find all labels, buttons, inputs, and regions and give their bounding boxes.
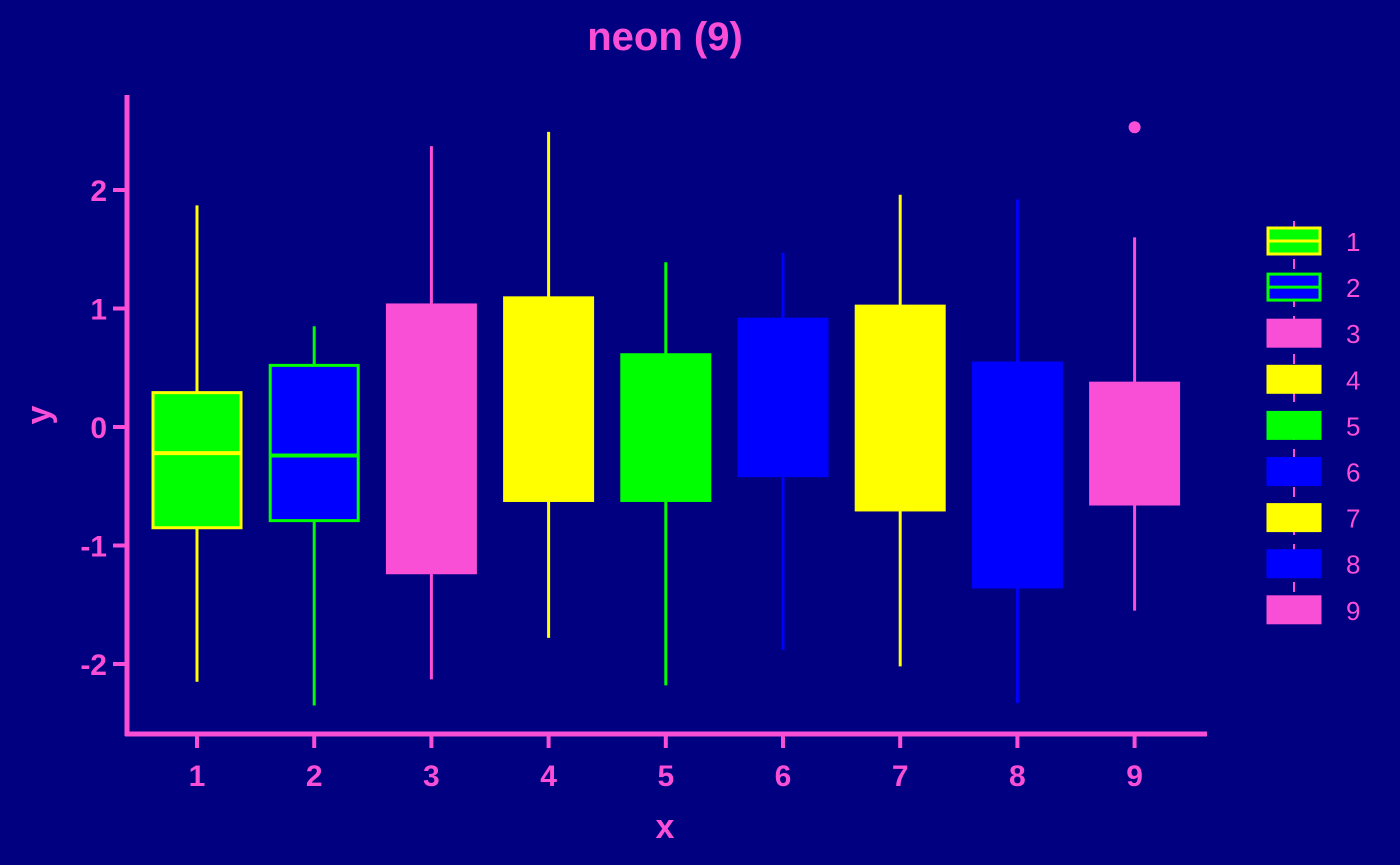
- chart-title: neon (9): [587, 15, 743, 59]
- legend-item-5: 5: [1266, 410, 1360, 441]
- y-axis-ticks: -2 -1 0 1 2: [80, 175, 127, 682]
- y-tick-label: 2: [90, 175, 107, 208]
- outlier-point: [1128, 121, 1141, 134]
- box-3: [385, 146, 477, 680]
- legend-key: [1266, 318, 1322, 348]
- box-body: [151, 391, 243, 530]
- legend-item-1: 1: [1266, 226, 1360, 257]
- x-tick-label: 1: [189, 760, 206, 793]
- x-tick-label: 8: [1009, 760, 1026, 793]
- box-body: [737, 317, 829, 478]
- x-tick-label: 9: [1126, 760, 1143, 793]
- box-body: [268, 363, 360, 523]
- x-tick-label: 6: [775, 760, 792, 793]
- legend-key: [1266, 457, 1322, 486]
- box-body: [854, 304, 946, 512]
- box-8: [971, 199, 1063, 704]
- box-body: [971, 361, 1063, 589]
- legend-item-8: 8: [1266, 549, 1360, 580]
- legend-label: 4: [1346, 365, 1360, 395]
- legend-item-2: 2: [1266, 272, 1360, 303]
- box-5: [620, 262, 712, 686]
- y-tick-label: 0: [90, 412, 107, 445]
- x-tick-label: 3: [423, 760, 440, 793]
- y-tick-label: 1: [90, 294, 107, 327]
- legend-key: [1266, 410, 1322, 440]
- legend-key: [1266, 364, 1322, 394]
- legend: 1 2 3 4 5 6 7 8 9: [1266, 221, 1360, 626]
- legend-item-9: 9: [1266, 595, 1360, 626]
- box-7: [854, 194, 946, 667]
- box-9: [1089, 121, 1181, 611]
- y-tick-label: -2: [80, 649, 107, 682]
- legend-label: 2: [1346, 273, 1360, 303]
- box-2: [268, 326, 360, 706]
- legend-item-6: 6: [1266, 457, 1360, 488]
- legend-label: 6: [1346, 458, 1360, 488]
- legend-item-4: 4: [1266, 364, 1360, 395]
- x-axis-ticks: 1 2 3 4 5 6 7 8 9: [189, 734, 1143, 793]
- box-body: [503, 296, 595, 502]
- legend-label: 9: [1346, 596, 1360, 626]
- x-tick-label: 4: [540, 760, 557, 793]
- legend-label: 1: [1346, 227, 1360, 257]
- legend-key: [1266, 503, 1322, 533]
- plot-area: [151, 121, 1181, 706]
- y-axis-title: y: [20, 405, 58, 424]
- legend-item-7: 7: [1266, 503, 1360, 534]
- x-tick-label: 5: [657, 760, 674, 793]
- box-body: [1089, 381, 1181, 506]
- y-tick-label: -1: [80, 531, 107, 564]
- box-6: [737, 252, 829, 650]
- box-1: [151, 205, 243, 682]
- legend-label: 5: [1346, 411, 1360, 441]
- legend-key: [1266, 595, 1322, 625]
- legend-item-3: 3: [1266, 318, 1360, 349]
- x-tick-label: 2: [306, 760, 323, 793]
- box-4: [503, 131, 595, 638]
- legend-label: 3: [1346, 319, 1360, 349]
- legend-key: [1266, 549, 1322, 579]
- legend-label: 8: [1346, 550, 1360, 580]
- x-axis-title: x: [656, 808, 675, 846]
- legend-label: 7: [1346, 504, 1360, 534]
- x-tick-label: 7: [892, 760, 909, 793]
- box-body: [620, 353, 712, 502]
